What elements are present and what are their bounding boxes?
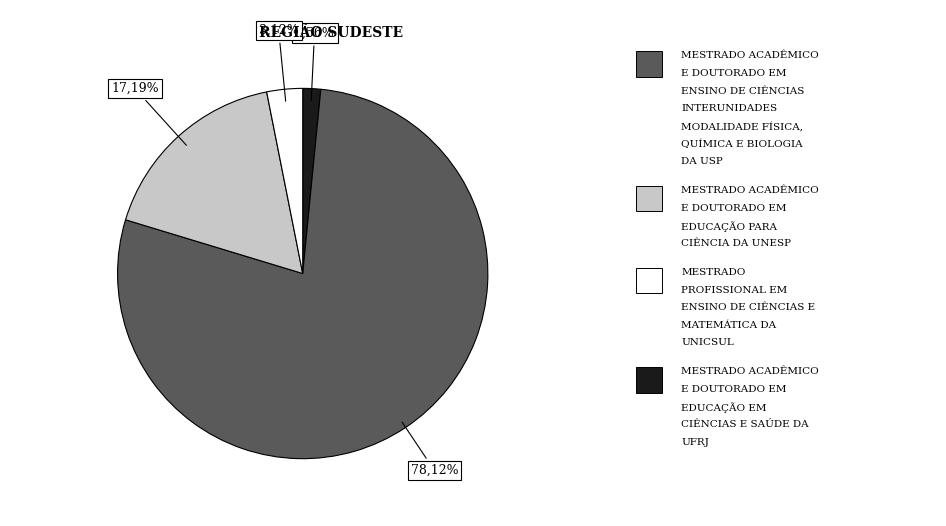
Text: 17,19%: 17,19%	[111, 82, 186, 145]
Text: ENSINO DE CIÊNCIAS E: ENSINO DE CIÊNCIAS E	[681, 303, 815, 312]
Bar	[636, 186, 662, 211]
Text: UFRJ: UFRJ	[681, 438, 709, 447]
Text: E DOUTORADO EM: E DOUTORADO EM	[681, 385, 787, 394]
Text: MODALIDADE FÍSICA,: MODALIDADE FÍSICA,	[681, 122, 803, 132]
Text: EDUCAÇÃO PARA: EDUCAÇÃO PARA	[681, 221, 777, 232]
Text: DA USP: DA USP	[681, 157, 723, 166]
Text: 78,12%: 78,12%	[402, 422, 458, 477]
Wedge shape	[117, 89, 488, 459]
Text: EDUCAÇÃO EM: EDUCAÇÃO EM	[681, 403, 766, 413]
Bar	[636, 268, 662, 294]
Text: MESTRADO ACADÊMICO: MESTRADO ACADÊMICO	[681, 52, 819, 60]
Text: QUÍMICA E BIOLOGIA: QUÍMICA E BIOLOGIA	[681, 139, 803, 149]
Text: REGIÃO SUDESTE: REGIÃO SUDESTE	[259, 26, 403, 41]
Text: INTERUNIDADES: INTERUNIDADES	[681, 104, 778, 113]
Text: MATEMÁTICA DA: MATEMÁTICA DA	[681, 321, 777, 330]
Bar	[636, 368, 662, 393]
Text: MESTRADO ACADÊMICO: MESTRADO ACADÊMICO	[681, 186, 819, 195]
Text: UNICSUL: UNICSUL	[681, 338, 734, 347]
Text: CIÊNCIAS E SAÚDE DA: CIÊNCIAS E SAÚDE DA	[681, 420, 809, 429]
Wedge shape	[303, 88, 321, 274]
Text: MESTRADO: MESTRADO	[681, 268, 745, 277]
Text: 1,56%: 1,56%	[294, 27, 334, 100]
Text: CIÊNCIA DA UNESP: CIÊNCIA DA UNESP	[681, 239, 791, 248]
Text: E DOUTORADO EM: E DOUTORADO EM	[681, 204, 787, 213]
Text: 3,12%: 3,12%	[259, 24, 299, 101]
Wedge shape	[267, 88, 303, 274]
Text: MESTRADO ACADÊMICO: MESTRADO ACADÊMICO	[681, 368, 819, 377]
Text: PROFISSIONAL EM: PROFISSIONAL EM	[681, 286, 787, 295]
Text: E DOUTORADO EM: E DOUTORADO EM	[681, 69, 787, 78]
Wedge shape	[126, 92, 303, 274]
Text: ENSINO DE CIÊNCIAS: ENSINO DE CIÊNCIAS	[681, 86, 804, 96]
Bar	[636, 52, 662, 77]
